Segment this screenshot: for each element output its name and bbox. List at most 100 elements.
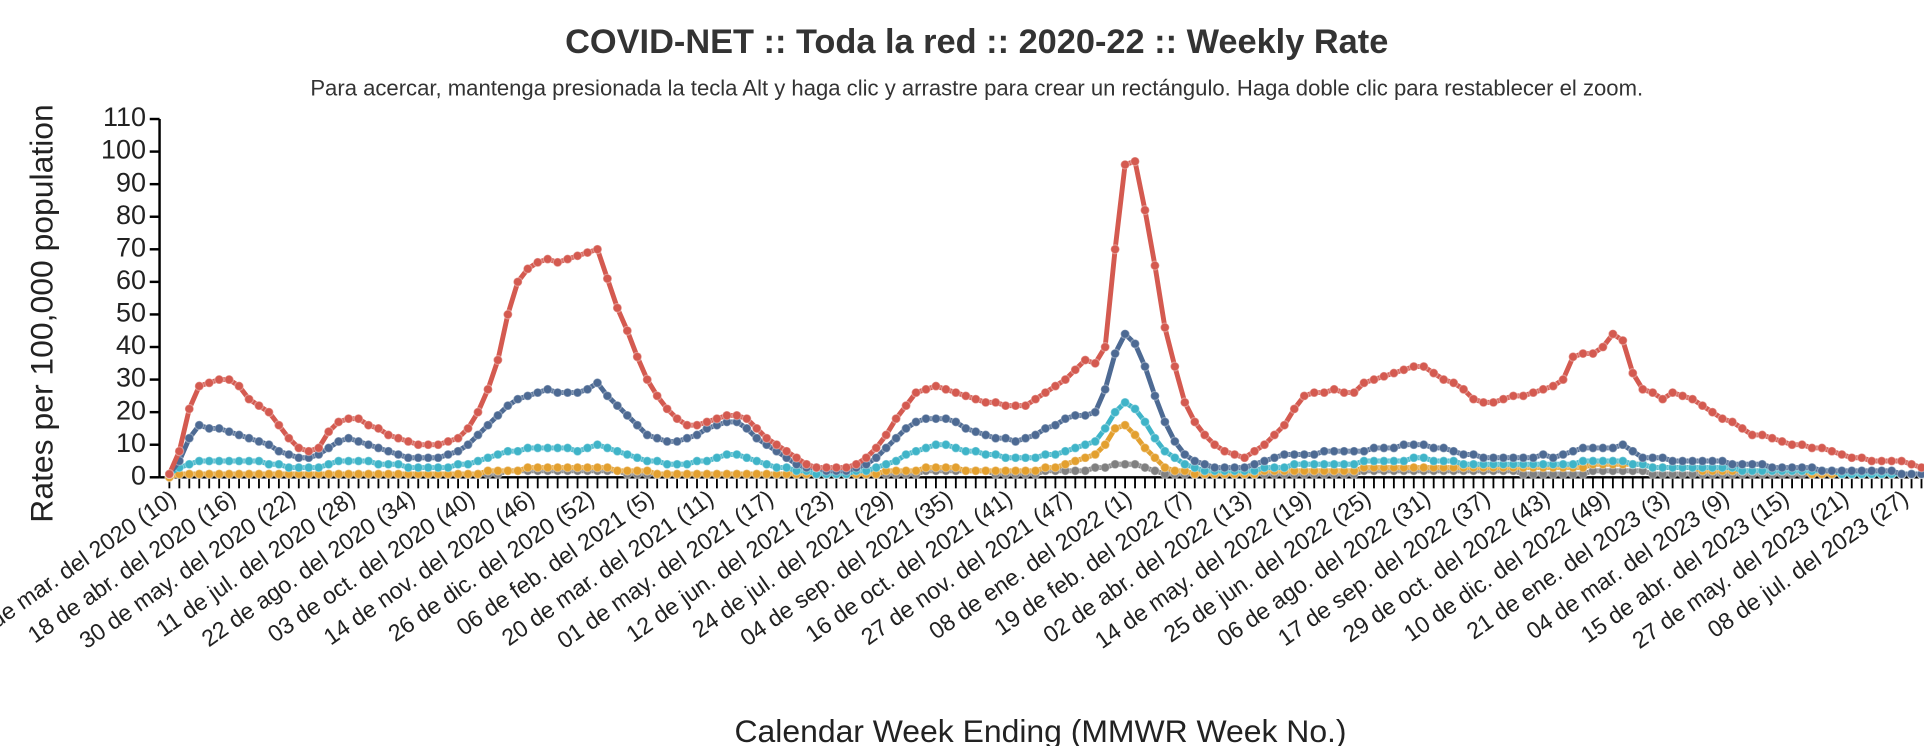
data-point (1130, 156, 1141, 167)
data-point (552, 462, 563, 473)
data-point (940, 384, 951, 395)
data-point (960, 423, 971, 434)
y-tick-label: 60 (116, 265, 146, 295)
data-point (293, 452, 304, 463)
data-point (1388, 455, 1399, 467)
data-point (253, 436, 265, 447)
data-point (1568, 446, 1579, 457)
data-point (1856, 465, 1867, 476)
data-point (194, 381, 205, 392)
data-point (482, 384, 493, 395)
data-point (1259, 439, 1270, 450)
data-point (552, 257, 563, 268)
data-point (413, 439, 424, 450)
data-point (1329, 446, 1340, 457)
data-point (1647, 462, 1658, 473)
data-point (1587, 348, 1599, 359)
data-point (323, 426, 334, 437)
data-point (1797, 462, 1808, 473)
data-point (323, 469, 334, 480)
data-point (691, 420, 703, 431)
data-point (721, 469, 732, 480)
data-point (194, 469, 205, 480)
data-point (1070, 410, 1081, 421)
data-point (1149, 465, 1160, 476)
data-point (1697, 400, 1708, 411)
data-point (263, 469, 274, 480)
data-point (453, 446, 464, 457)
data-point (1120, 397, 1131, 408)
data-point (383, 459, 394, 470)
data-point (482, 420, 493, 431)
data-point (1797, 439, 1808, 450)
data-point (1070, 455, 1081, 467)
data-point (1408, 452, 1419, 463)
data-point (1498, 452, 1509, 463)
data-point (492, 449, 503, 460)
data-point (1757, 429, 1768, 440)
data-point (1349, 459, 1360, 470)
data-point (1179, 397, 1190, 408)
data-point (1309, 459, 1320, 470)
data-point (1110, 244, 1121, 255)
data-point (423, 452, 434, 463)
data-point (323, 459, 334, 470)
data-point (1737, 459, 1748, 470)
data-point (1100, 439, 1111, 450)
data-point (443, 449, 454, 460)
data-point (1020, 452, 1031, 463)
data-point (821, 462, 832, 473)
data-point (1189, 455, 1200, 467)
data-point (1020, 465, 1031, 476)
data-point (353, 455, 364, 467)
data-point (353, 469, 364, 480)
data-point (1358, 377, 1370, 388)
data-point (433, 452, 444, 463)
y-tick-label: 40 (116, 330, 146, 360)
data-point (1806, 462, 1818, 473)
data-point (1020, 433, 1031, 444)
data-point (1289, 449, 1300, 460)
data-point (1707, 407, 1718, 418)
data-point (1000, 465, 1011, 476)
data-point (1179, 449, 1190, 460)
data-point (343, 433, 354, 444)
data-point (1617, 335, 1628, 346)
chart-title: COVID-NET :: Toda la red :: 2020-22 :: W… (565, 23, 1388, 61)
data-point (1597, 442, 1608, 454)
data-point (1508, 390, 1519, 401)
data-point (1149, 433, 1160, 444)
data-point (1040, 462, 1051, 473)
data-point (562, 254, 573, 265)
data-point (672, 469, 683, 480)
data-point (920, 384, 932, 395)
data-point (184, 433, 195, 444)
data-point (512, 276, 523, 287)
data-point (174, 446, 185, 457)
data-point (1916, 462, 1924, 473)
data-point (562, 462, 573, 473)
y-tick-label: 80 (116, 200, 146, 230)
data-point (1747, 429, 1758, 440)
chart-subtitle: Para acercar, mantenga presionada la tec… (310, 75, 1643, 100)
data-point (542, 384, 553, 395)
data-point (214, 374, 225, 385)
data-point (1130, 459, 1141, 470)
data-point (731, 449, 742, 460)
data-point (572, 446, 583, 457)
data-point (1558, 449, 1569, 460)
data-point (562, 442, 573, 454)
data-point (1866, 465, 1877, 476)
data-point (1717, 455, 1728, 467)
data-point (293, 442, 304, 454)
data-point (1199, 459, 1210, 470)
data-point (891, 455, 902, 467)
data-point (1856, 452, 1867, 463)
data-point (343, 469, 354, 480)
data-point (234, 455, 245, 467)
x-axis-label: Calendar Week Ending (MMWR Week No.) (735, 713, 1347, 746)
data-point (1120, 420, 1131, 431)
data-point (672, 413, 683, 424)
data-point (1398, 364, 1409, 375)
data-point (891, 433, 902, 444)
